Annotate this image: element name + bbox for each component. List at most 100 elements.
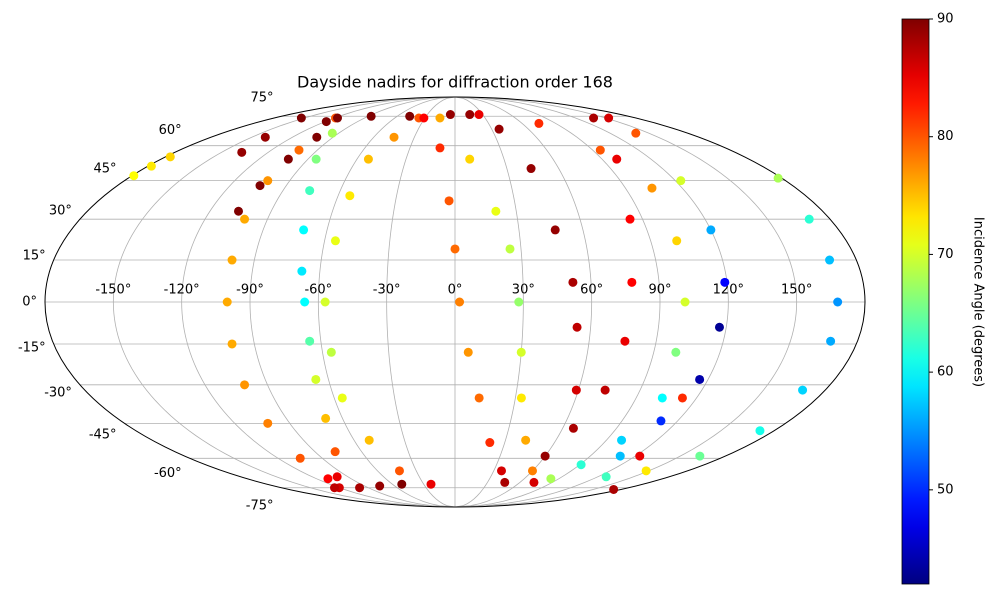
data-point xyxy=(445,110,455,120)
data-point xyxy=(527,466,537,476)
colorbar-tick-label: 80 xyxy=(937,129,954,144)
data-point xyxy=(294,145,304,155)
x-tick-label: 30° xyxy=(512,283,535,298)
data-point xyxy=(305,336,315,346)
data-point xyxy=(332,472,342,482)
data-point xyxy=(234,206,244,216)
data-point xyxy=(647,183,657,193)
data-point xyxy=(255,181,265,191)
data-point xyxy=(485,438,495,448)
data-point xyxy=(657,393,667,403)
data-point xyxy=(321,413,331,423)
data-point xyxy=(617,435,627,445)
y-tick-label: -30° xyxy=(44,385,72,400)
x-tick-label: -150° xyxy=(95,283,131,298)
y-tick-label: -75° xyxy=(246,498,274,513)
data-point xyxy=(260,132,270,142)
y-tick-label: 15° xyxy=(23,248,46,263)
colorbar-tick-label: 60 xyxy=(937,365,954,380)
data-point xyxy=(326,347,336,357)
data-point xyxy=(450,244,460,254)
meridian-grid-line xyxy=(317,96,456,508)
x-tick-label: -30° xyxy=(373,283,401,298)
data-point xyxy=(363,154,373,164)
data-point xyxy=(516,347,526,357)
x-tick-label: 90° xyxy=(648,283,671,298)
data-point xyxy=(295,453,305,463)
x-tick-label: 60° xyxy=(580,283,603,298)
points xyxy=(129,110,843,494)
data-point xyxy=(129,171,139,181)
data-point xyxy=(311,374,321,384)
data-point xyxy=(833,297,843,307)
x-tick-label: -90° xyxy=(236,283,264,298)
data-point xyxy=(615,451,625,461)
data-point xyxy=(534,118,544,128)
data-point xyxy=(321,117,331,127)
colorbar-label: Incidence Angle (degrees) xyxy=(971,217,986,387)
data-point xyxy=(333,113,343,123)
y-tick-label: -60° xyxy=(154,466,182,481)
colorbar-tick-label: 50 xyxy=(937,482,954,497)
data-point xyxy=(330,236,340,246)
data-point xyxy=(695,374,705,384)
data-point xyxy=(656,416,666,426)
data-point xyxy=(444,196,454,206)
data-point xyxy=(627,277,637,287)
data-point xyxy=(826,336,836,346)
data-point xyxy=(576,460,586,470)
data-point xyxy=(773,173,783,183)
data-point xyxy=(320,297,330,307)
data-point xyxy=(397,479,407,489)
y-tick-label: 0° xyxy=(22,295,37,310)
meridian-grid-line xyxy=(181,96,456,508)
data-point xyxy=(680,297,690,307)
data-point xyxy=(571,385,581,395)
data-point xyxy=(227,339,237,349)
data-point xyxy=(222,297,232,307)
x-tick-label: 0° xyxy=(448,283,463,298)
data-point xyxy=(609,484,619,494)
meridian-grid-line xyxy=(454,96,729,508)
data-point xyxy=(375,481,385,491)
y-tick-label: -45° xyxy=(89,428,117,443)
data-point xyxy=(345,191,355,201)
data-point xyxy=(327,128,337,138)
data-point xyxy=(505,244,515,254)
meridian-grid-line xyxy=(386,96,456,508)
data-point xyxy=(825,255,835,265)
data-point xyxy=(227,255,237,265)
data-point xyxy=(568,277,578,287)
data-point xyxy=(496,466,506,476)
meridian-grid-line xyxy=(454,96,798,508)
data-point xyxy=(595,145,605,155)
data-point xyxy=(146,161,156,171)
data-point xyxy=(500,477,510,487)
data-point xyxy=(435,143,445,153)
data-point xyxy=(474,110,484,120)
data-point xyxy=(394,466,404,476)
data-point xyxy=(299,225,309,235)
data-point xyxy=(240,214,250,224)
data-point xyxy=(601,472,611,482)
data-point xyxy=(426,479,436,489)
data-point xyxy=(572,322,582,332)
map-boundary xyxy=(44,96,866,508)
data-point xyxy=(706,225,716,235)
data-point xyxy=(540,451,550,461)
meridian-grid-line xyxy=(454,96,661,508)
data-point xyxy=(600,385,610,395)
meridian-grid-line xyxy=(249,96,456,508)
data-point xyxy=(720,277,730,287)
data-point xyxy=(514,297,524,307)
data-point xyxy=(389,132,399,142)
data-point xyxy=(641,466,651,476)
data-point xyxy=(337,393,347,403)
data-point xyxy=(714,322,724,332)
x-tick-label: 120° xyxy=(713,283,744,298)
data-point xyxy=(263,176,273,186)
x-tick-label: -60° xyxy=(304,283,332,298)
y-tick-label: 75° xyxy=(250,91,273,106)
